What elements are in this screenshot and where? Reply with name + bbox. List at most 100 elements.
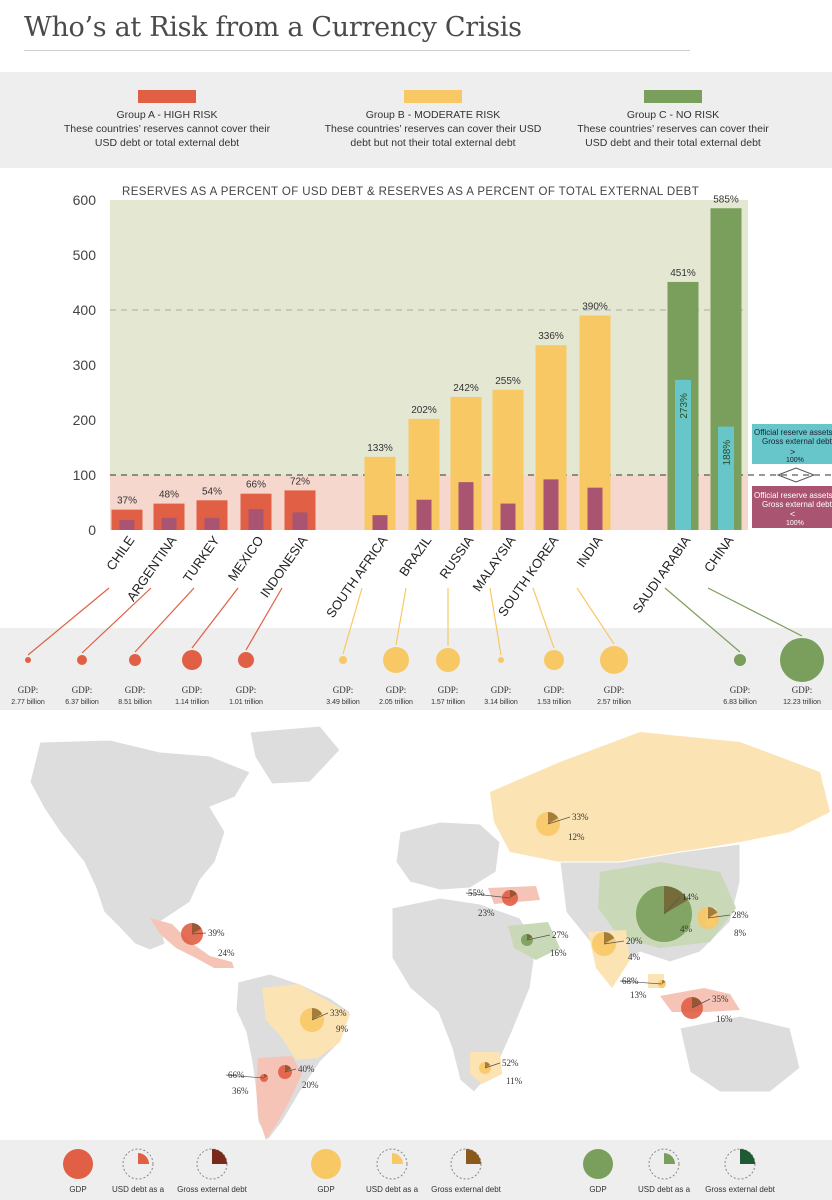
legend-desc: These countries’ reserves can cover thei… [577,123,769,135]
gdp-value: 3.49 billion [326,699,360,706]
legend-group-c: Group C - NO RISK These countries’ reser… [548,90,798,150]
leader-line [191,587,239,649]
bottom-legend-label: USD debt as a [366,1185,419,1194]
category-label: SAUDI ARABIA [629,533,693,616]
bottom-legend-label: GDP [589,1185,606,1194]
category-label: RUSSIA [436,533,476,582]
gdp-circle [238,652,254,668]
gdp-value: 1.57 trillion [431,699,465,706]
map-pct-label: 52% [502,1058,519,1068]
inner-bar [161,517,177,530]
legend-swatch-none [644,90,702,103]
gdp-value: 2.77 billion [11,699,45,706]
map-pct-label: 68% [622,976,639,986]
map-landmass [29,725,830,1140]
gdp-circle [600,646,628,674]
inner-bar [248,509,264,530]
bar-value-label: 390% [582,302,608,313]
map-north-america [29,739,251,951]
legend-pie-outline [122,1148,154,1180]
gdp-value: 6.83 billion [723,699,757,706]
leader-line [664,587,741,653]
marker-leader [663,896,681,915]
map-europe [395,821,501,891]
map-pct-label: 8% [734,928,747,938]
leader-line [342,587,363,655]
marker-leader [619,980,663,985]
gdp-value: 1.53 trillion [537,699,571,706]
y-tick-label: 300 [73,357,97,373]
legend-pie-outline [376,1148,408,1180]
gdp-circle [544,650,564,670]
map-pct-label: 23% [478,908,495,918]
gdp-label: GDP: [491,685,512,695]
gdp-label: GDP: [438,685,459,695]
y-tick-label: 100 [73,467,97,483]
legend-pie-slice [212,1149,227,1164]
gdp-label: GDP: [236,685,257,695]
debt-slice [192,923,202,934]
gdp-label: GDP: [18,685,39,695]
bar [111,509,143,530]
marker-leader [547,816,571,825]
legend-name: Group C - NO RISK [626,109,720,121]
debt-slice [312,1008,323,1020]
side-legend-symbol: < [790,509,795,519]
map-greenland [249,725,341,785]
marker-leader [603,940,625,945]
gdp-circle [780,638,824,682]
bottom-legend-label: GDP [317,1185,334,1194]
leader-line [27,587,110,656]
category-label: CHINA [701,533,737,575]
map-pct-label: 14% [682,892,699,902]
map-pct-label: 27% [552,930,569,940]
gdp-label: GDP: [544,685,565,695]
map-pct-label: 35% [712,994,729,1004]
bar-value-label: 66% [246,480,266,491]
leader-line [245,587,283,651]
gdp-band [0,628,832,710]
map-pct-label: 16% [716,1014,733,1024]
debt-slice [708,907,718,918]
legend-pie-slice [392,1153,403,1164]
debt-slice [485,1062,491,1068]
legend-gdp-circle [583,1149,613,1179]
legend-pie-outline [648,1148,680,1180]
map-russia [490,732,830,862]
category-label: MEXICO [225,533,267,584]
bar-value-label: 585% [713,194,739,205]
title-divider [24,50,690,51]
bottom-legend-label: GDP [69,1185,86,1194]
gdp-label: GDP: [72,685,93,695]
side-legend-below [752,486,832,528]
leader-line [707,587,803,637]
bar-value-label: 202% [411,405,437,416]
gdp-label: GDP: [386,685,407,695]
side-legend-pct: 100% [786,520,804,527]
debt-slice [510,890,517,898]
category-label: MALAYSIA [469,533,518,594]
legend-gdp-circle [311,1149,341,1179]
map-pct-label: 66% [228,1070,245,1080]
side-legend-diamond [776,467,816,483]
map-pct-label: 40% [298,1064,315,1074]
page-title: Who’s at Risk from a Currency Crisis [24,12,522,43]
legend-swatch-moderate [404,90,462,103]
legend-desc: USD debt or total external debt [94,137,240,149]
y-tick-label: 600 [73,192,97,208]
inner-bar [458,482,474,530]
category-label: CHILE [103,533,137,573]
marker-leader [311,1012,329,1021]
gdp-circle [182,650,202,670]
map-pct-label: 20% [626,936,643,946]
map-pct-label: 16% [550,948,567,958]
bottom-legend-label: Gross external debt [177,1185,248,1194]
gdp-circle [25,657,31,663]
category-label: TURKEY [180,533,223,585]
bar-value-label: 242% [453,383,479,394]
inner-bar [718,426,734,530]
legend-desc: These countries’ reserves cannot cover t… [63,123,271,135]
inner-bar [675,379,691,530]
inner-bar [587,487,603,530]
side-legend-text: Official reserve assets [754,428,832,437]
